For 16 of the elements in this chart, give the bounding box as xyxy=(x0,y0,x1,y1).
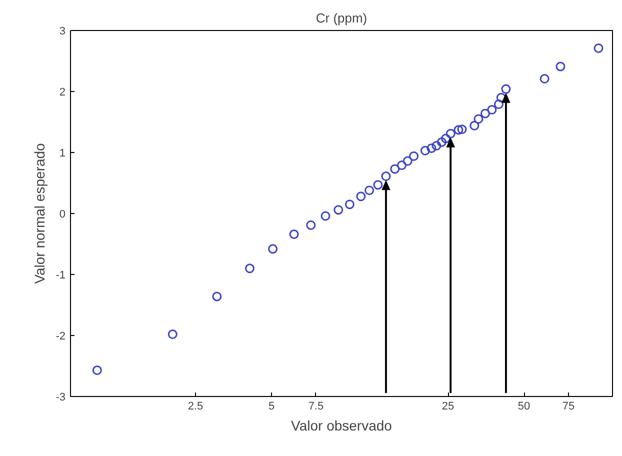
x-axis-title: Valor observado xyxy=(291,418,392,434)
y-tick-label: 0 xyxy=(59,208,66,220)
chart-title: Cr (ppm) xyxy=(316,10,368,26)
x-tick-label: 25 xyxy=(442,400,454,412)
y-tick-label: -3 xyxy=(56,392,66,404)
y-axis-title: Valor normal esperado xyxy=(32,142,48,284)
x-tick-label: 5 xyxy=(268,400,275,412)
x-tick-label: 50 xyxy=(518,400,530,412)
y-tick-label: 1 xyxy=(59,148,66,160)
y-tick-label: 3 xyxy=(59,26,66,38)
x-tick-label: 7.5 xyxy=(308,400,324,412)
x-tick-label: 2.5 xyxy=(188,400,204,412)
y-tick-label: -1 xyxy=(56,270,66,282)
x-tick-label: 75 xyxy=(562,400,575,412)
y-tick-label: 2 xyxy=(59,86,66,98)
y-tick-label: -2 xyxy=(56,330,66,342)
